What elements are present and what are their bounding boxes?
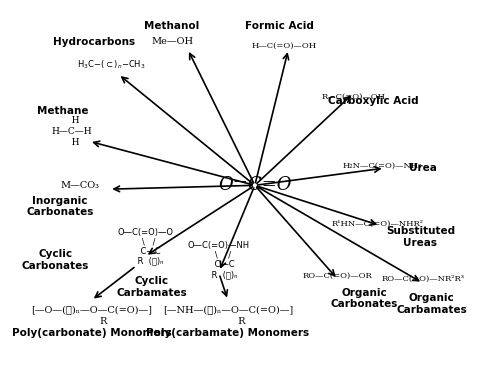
Text: O—C(=O)—NH
   \    /
    C—C
    R  (⁲)ₙ: O—C(=O)—NH \ / C—C R (⁲)ₙ [188, 241, 250, 279]
Text: Organic
Carbonates: Organic Carbonates [331, 288, 398, 309]
Text: R¹HN—C(=O)—NHR²: R¹HN—C(=O)—NHR² [332, 220, 424, 228]
Text: Formic Acid: Formic Acid [245, 21, 314, 31]
Text: Substituted
Ureas: Substituted Ureas [386, 226, 455, 248]
Text: Inorganic
Carbonates: Inorganic Carbonates [26, 196, 94, 217]
Text: Urea: Urea [409, 163, 437, 173]
Text: R: R [210, 317, 246, 326]
Text: RO—C(=O)—OR: RO—C(=O)—OR [303, 271, 372, 279]
Text: O=C=O: O=C=O [218, 176, 291, 194]
Text: Me—OH: Me—OH [151, 37, 193, 46]
Text: H$_3$C$-$($\subset$)$_n$$-$CH$_3$: H$_3$C$-$($\subset$)$_n$$-$CH$_3$ [77, 58, 146, 71]
Text: Organic
Carbamates: Organic Carbamates [396, 293, 467, 315]
Text: O—C(=O)—O
   \   /
    C—C
    R  (⁲)ₙ: O—C(=O)—O \ / C—C R (⁲)ₙ [117, 228, 173, 266]
Text: RO—C(=O)—NR²R³: RO—C(=O)—NR²R³ [381, 275, 464, 283]
Text: Methanol: Methanol [144, 21, 200, 31]
Text: [—O—(⁲)ₙ—O—C(=O)—]: [—O—(⁲)ₙ—O—C(=O)—] [31, 305, 152, 314]
Text: H—C(=O)—OH: H—C(=O)—OH [252, 41, 316, 49]
Text: Carboxylic Acid: Carboxylic Acid [328, 96, 419, 106]
Text: R—C(=O)—OH: R—C(=O)—OH [321, 93, 385, 101]
Text: Methane: Methane [36, 106, 88, 116]
Text: Poly(carbamate) Monomers: Poly(carbamate) Monomers [146, 328, 310, 338]
Text: H₂N—C(=O)—NH₂: H₂N—C(=O)—NH₂ [343, 161, 422, 169]
Text: Cyclic
Carbonates: Cyclic Carbonates [22, 249, 89, 271]
Text: Poly(carbonate) Monomers: Poly(carbonate) Monomers [12, 328, 171, 338]
Text: R: R [75, 317, 108, 326]
Text: Hydrocarbons: Hydrocarbons [53, 37, 135, 47]
Text: [—NH—(⁲)ₙ—O—C(=O)—]: [—NH—(⁲)ₙ—O—C(=O)—] [163, 305, 293, 314]
Text: Cyclic
Carbamates: Cyclic Carbamates [117, 276, 187, 298]
Text: M—CO₃: M—CO₃ [61, 181, 100, 190]
Text: H
H—C—H
   H: H H—C—H H [51, 116, 92, 147]
